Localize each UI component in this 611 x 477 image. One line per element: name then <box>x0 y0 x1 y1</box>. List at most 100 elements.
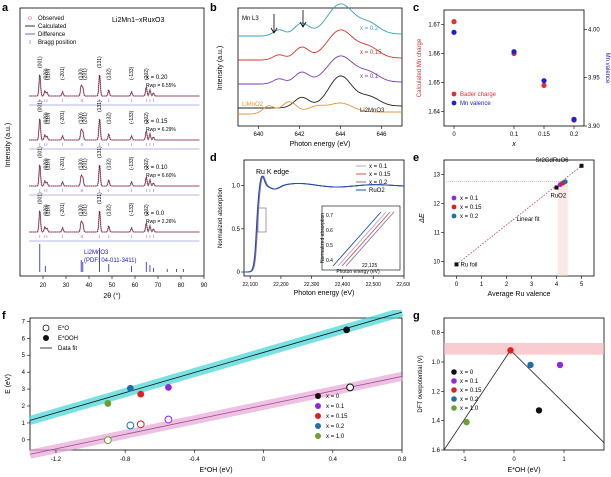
panel-label-f: f <box>2 310 6 322</box>
panel-a-peak-label-0-3: (-201) <box>60 66 66 80</box>
panel-d-xtick-label-1: 22,200 <box>273 282 289 288</box>
panel-f-ooh-point-3 <box>126 384 134 392</box>
panel-d-xas-ru: Ru K edge x = 0.1 x = 0.15 x = 0.2 RuO2 0.4… <box>218 159 410 297</box>
panel-e-legend-marker-2 <box>451 213 457 219</box>
panel-e-annotation-0: Sr2GdRuO6 <box>536 158 570 164</box>
panel-a-peak-label-0-5: (201) <box>82 68 88 80</box>
panel-f-legend-top-2: Data fit <box>58 346 77 352</box>
panel-label-e: e <box>413 152 420 164</box>
panel-b-frame <box>237 7 403 127</box>
panel-a-peak-label-0-9: (202) <box>144 68 150 80</box>
panel-c-frame <box>443 9 585 127</box>
panel-a-series-rwp-3: Rwp = 2.26% <box>146 219 176 225</box>
panel-f-scaling: -1.2 -0.8 -0.4 0 0.4 0.8 0 1 2 3 4 5 6 7 E*O E*OOH Data… <box>5 310 407 474</box>
panel-e-ru-valence: Sr2GdRuO6 RuO2 Linear fit Ru foil x = 0.1 x =… <box>419 158 595 298</box>
panel-a-peak-label-1-3: (-201) <box>60 110 66 124</box>
panel-b-trace-4 <box>238 101 402 115</box>
panel-c-legend-0: Bader charge <box>460 92 497 98</box>
panel-f-xlabel: E*OH (eV) <box>199 467 232 474</box>
panel-d-inset-xlabel: Photon energy (eV) <box>336 269 380 275</box>
panel-d-ytick-label-2: 1.0 <box>232 184 241 190</box>
panel-a-peak-label-0-1: (020) <box>43 68 49 80</box>
panel-a-peak-label-3-4: (130) <box>79 204 85 216</box>
panel-g-ytick-label-2: 1.2 <box>432 389 441 395</box>
panel-d-inset-frame <box>321 205 401 271</box>
panel-d-title: Ru K edge <box>256 169 289 176</box>
panel-b-series-label-4: LiMnO2 <box>242 102 264 108</box>
panel-e-ref-point-2 <box>579 163 584 168</box>
panel-d-xtick-label-2: 22,300 <box>304 282 320 288</box>
panel-d-legend-3: RuO2 <box>369 188 385 194</box>
panel-e-ytick-label-3: 13 <box>433 173 440 179</box>
panel-f-ytick-label-5: 5 <box>22 353 26 359</box>
panel-f-xtick-label-0: -1.2 <box>51 457 62 463</box>
panel-g-xtick-label-0: -1 <box>461 457 467 463</box>
panel-a-xtick-label-5: 70 <box>155 283 162 289</box>
panel-f-ytick-label-7: 7 <box>22 319 26 325</box>
panel-g-legend-4: x = 1.0 <box>460 406 479 412</box>
panel-e-xtick-label-0: 0 <box>455 282 459 288</box>
panel-c-ytick-right-label-0: 3.90 <box>588 124 600 130</box>
panel-c-valence-point-2 <box>541 78 547 84</box>
panel-e-annotation-3: Ru foil <box>461 262 478 268</box>
panel-b-xlabel: Photon energy (eV) <box>290 141 351 148</box>
panel-a-series-x-0: x = 0.20 <box>146 75 168 81</box>
panel-f-ooh-point-1 <box>165 383 172 391</box>
panel-e-xtick-label-3: 3 <box>530 282 534 288</box>
panel-a-calculated-3 <box>29 209 200 233</box>
panel-a-peak-label-2-3: (-201) <box>60 156 66 170</box>
panel-a-peak-label-3-0: (001) <box>37 192 43 204</box>
panel-a-peak-label-0-7: (132) <box>106 68 112 80</box>
panel-g-legend-marker-3 <box>451 396 457 402</box>
panel-f-xtick-label-3: 0 <box>262 457 266 463</box>
panel-e-annotation-1: RuO2 <box>551 194 567 200</box>
panel-a-legend-marker-0 <box>28 16 32 20</box>
panel-f-xtick-label-2: -0.4 <box>189 457 200 463</box>
panel-f-o-point-0 <box>346 383 354 392</box>
panel-b-trace-3 <box>238 75 403 109</box>
panel-a-peak-label-2-7: (132) <box>106 158 112 170</box>
panel-d-xtick-label-5: 22,600 <box>396 282 410 288</box>
panel-g-point-3 <box>527 361 534 369</box>
panel-c-bader-point-2 <box>541 82 547 88</box>
panel-f-legend-marker-ooh <box>43 335 49 341</box>
panel-c-valence-point-3 <box>571 116 577 122</box>
panel-a-series-x-3: x = 0.0 <box>146 211 165 217</box>
panel-e-xtick-label-4: 4 <box>555 282 559 288</box>
panel-f-ytick-label-4: 4 <box>22 370 26 376</box>
panel-g-xtick-label-1: 0 <box>512 457 516 463</box>
panel-c-ytick-left-label-0: 1.64 <box>428 110 440 116</box>
panel-a-series-rwp-2: Rwp = 6.60% <box>146 173 176 179</box>
panel-a-peak-label-1-4: (130) <box>79 112 85 124</box>
panel-e-ytick-label-1: 11 <box>434 231 441 237</box>
panel-f-legend-bottom-marker-1 <box>315 403 321 409</box>
panel-f-ooh-fit <box>29 311 403 421</box>
panel-a-series-x-2: x = 0.10 <box>146 165 168 171</box>
panel-b-arrow-1 <box>270 14 278 34</box>
panel-a-peak-label-3-3: (-201) <box>60 202 66 216</box>
panel-a-calculated-1 <box>29 117 200 141</box>
panel-a-series-x-1: x = 0.15 <box>146 119 168 125</box>
panel-label-d: d <box>210 152 217 164</box>
panel-b-xtick-label-1: 642 <box>294 132 305 138</box>
panel-c-ytick-left-label-2: 1.66 <box>428 52 440 58</box>
panel-c-xlabel: x <box>511 141 516 148</box>
panel-f-xtick-label-4: 0.4 <box>329 457 338 463</box>
panel-f-ytick-label-6: 6 <box>22 336 26 342</box>
panel-label-a: a <box>2 2 9 14</box>
panel-b-trace-1 <box>238 29 402 61</box>
panel-e-xlabel: Average Ru valence <box>488 291 551 298</box>
panel-f-legend-bottom-marker-2 <box>315 413 321 419</box>
panel-a-peak-label-3-9: (202) <box>144 204 150 216</box>
panel-a-peak-label-1-9: (202) <box>144 112 150 124</box>
panel-c-ylabel-left: Calculated Mn charge <box>417 38 423 97</box>
panel-d-inset-ylabel: Normalized absorption <box>320 213 326 263</box>
panel-e-legend-1: x = 0.15 <box>460 205 482 211</box>
panel-d-zoom-box <box>257 207 267 233</box>
panel-d-legend-2: x = 0.2 <box>369 180 388 186</box>
panel-g-point-4 <box>463 418 470 426</box>
panel-a-peak-label-3-7: (132) <box>106 204 112 216</box>
panel-a-peak-label-2-5: (201) <box>82 158 88 170</box>
panel-e-sample-point-2 <box>562 179 568 185</box>
panel-c-xtick-label-3: 0.2 <box>570 132 579 138</box>
